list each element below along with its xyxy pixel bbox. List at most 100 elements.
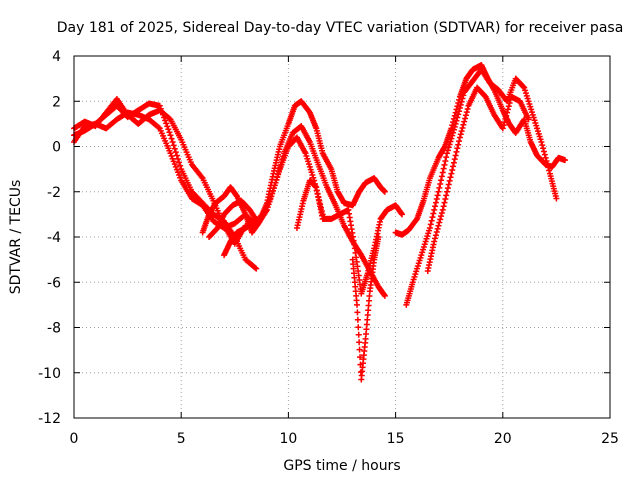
data-point [504, 106, 511, 113]
data-point [450, 129, 457, 136]
data-point [456, 138, 463, 145]
data-point [460, 92, 467, 99]
data-point [503, 112, 510, 119]
data-point [177, 162, 184, 169]
data-point [381, 292, 388, 299]
data-series [71, 109, 260, 231]
data-point [553, 195, 560, 202]
data-point [525, 116, 532, 123]
data-point [454, 114, 461, 121]
data-point [461, 118, 468, 125]
data-point [432, 232, 439, 239]
data-point [437, 216, 444, 223]
y-tick-label: -10 [38, 366, 61, 382]
data-point [165, 126, 172, 133]
y-axis-label: SDTVAR / TECUs [8, 180, 24, 295]
data-point [443, 154, 450, 161]
data-point [438, 213, 445, 220]
data-point [456, 108, 463, 115]
data-point [455, 111, 462, 118]
data-point [520, 83, 527, 90]
data-point [500, 122, 507, 129]
data-point [176, 159, 183, 166]
data-point [460, 121, 467, 128]
data-point [447, 138, 454, 145]
data-point [540, 145, 547, 152]
data-point [456, 105, 463, 112]
x-tick-label: 10 [279, 431, 297, 447]
y-tick-label: -12 [38, 411, 61, 427]
data-point [438, 173, 445, 180]
data-point [540, 148, 547, 155]
data-point [440, 165, 447, 172]
data-point [439, 169, 446, 176]
data-point [539, 142, 546, 149]
y-tick-labels: -12 -10 -8 -6 -4 -2 0 2 4 [38, 49, 61, 427]
data-point [354, 309, 361, 316]
data-point [164, 123, 171, 130]
data-point [432, 199, 439, 206]
data-point [456, 134, 463, 141]
data-points [71, 62, 568, 383]
x-tick-label: 5 [177, 431, 186, 447]
y-tick-label: 0 [52, 140, 61, 156]
data-point [538, 138, 545, 145]
data-point [450, 126, 457, 133]
x-axis-label: GPS time / hours [283, 458, 400, 474]
data-point [357, 354, 364, 361]
data-point [449, 167, 456, 174]
y-tick-label: -6 [47, 275, 61, 291]
data-point [375, 234, 382, 240]
data-point [462, 115, 469, 122]
data-point [436, 184, 443, 191]
data-point [452, 120, 459, 127]
data-point [437, 181, 444, 188]
data-point [453, 148, 460, 155]
y-tick-label: 2 [52, 94, 61, 110]
data-point [169, 138, 176, 145]
x-tick-label: 0 [70, 431, 79, 447]
data-series [206, 123, 388, 299]
data-point [435, 222, 442, 229]
data-point [166, 129, 173, 136]
data-point [444, 185, 451, 192]
data-point [454, 145, 461, 152]
data-point [444, 150, 451, 157]
data-point [442, 195, 449, 202]
x-tick-label: 20 [494, 431, 512, 447]
data-point [381, 188, 388, 195]
data-series [349, 234, 382, 383]
data-point [434, 225, 441, 232]
data-point [436, 219, 443, 226]
data-point [448, 135, 455, 142]
data-series [403, 66, 560, 308]
data-point [444, 147, 451, 154]
data-point [459, 95, 466, 102]
data-point [356, 346, 363, 353]
data-point [506, 100, 513, 107]
axis-ticks [73, 55, 611, 419]
data-point [354, 316, 361, 323]
chart-title: Day 181 of 2025, Sidereal Day-to-day VTE… [57, 20, 624, 36]
data-point [439, 206, 446, 213]
data-series [199, 98, 388, 236]
x-tick-labels: 0 5 10 15 20 25 [70, 431, 619, 447]
data-point [504, 109, 511, 116]
data-point [430, 210, 437, 217]
data-point [441, 161, 448, 168]
data-point [435, 188, 442, 195]
data-point [252, 264, 259, 271]
data-point [433, 229, 440, 236]
data-point [502, 115, 509, 122]
data-point [171, 145, 178, 152]
data-point [453, 117, 460, 124]
data-point [438, 210, 445, 217]
data-point [432, 235, 439, 242]
data-point [168, 135, 175, 142]
data-point [162, 117, 169, 124]
y-tick-label: -8 [47, 321, 61, 337]
data-point [446, 177, 453, 184]
data-point [447, 174, 454, 181]
data-point [354, 301, 361, 308]
